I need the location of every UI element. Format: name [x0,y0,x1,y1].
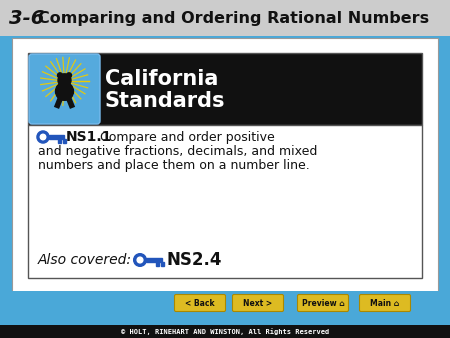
FancyBboxPatch shape [0,0,450,36]
Text: Preview ⌂: Preview ⌂ [302,298,344,308]
FancyBboxPatch shape [233,294,284,312]
Circle shape [55,82,73,100]
Text: 3-6: 3-6 [9,9,45,28]
Circle shape [40,134,46,140]
Bar [58,139,61,143]
Bar [146,258,162,262]
Text: California: California [105,69,218,89]
FancyBboxPatch shape [29,54,100,124]
Circle shape [67,73,72,78]
Text: and negative fractions, decimals, and mixed: and negative fractions, decimals, and mi… [38,145,317,158]
FancyBboxPatch shape [360,294,410,312]
Text: Next >: Next > [243,298,273,308]
Bar [156,262,159,266]
FancyBboxPatch shape [297,294,348,312]
FancyBboxPatch shape [175,294,225,312]
Circle shape [58,73,63,78]
Text: Main ⌂: Main ⌂ [370,298,400,308]
Text: © HOLT, RINEHART AND WINSTON, All Rights Reserved: © HOLT, RINEHART AND WINSTON, All Rights… [121,328,329,335]
Text: Compare and order positive: Compare and order positive [100,130,275,144]
Circle shape [134,254,146,266]
Circle shape [37,131,49,143]
FancyBboxPatch shape [0,291,450,313]
Text: Also covered:: Also covered: [38,253,132,267]
Bar [161,262,164,266]
Circle shape [58,74,71,87]
Text: NS1.1: NS1.1 [66,130,112,144]
FancyBboxPatch shape [0,325,450,338]
Bar [63,139,66,143]
FancyBboxPatch shape [12,38,438,310]
Text: Standards: Standards [105,91,225,111]
Text: < Back: < Back [185,298,215,308]
FancyBboxPatch shape [28,125,422,278]
Text: Comparing and Ordering Rational Numbers: Comparing and Ordering Rational Numbers [38,11,429,26]
Bar [49,135,64,139]
Circle shape [137,257,143,263]
Text: NS2.4: NS2.4 [166,251,221,269]
FancyBboxPatch shape [28,53,422,125]
Text: numbers and place them on a number line.: numbers and place them on a number line. [38,159,310,171]
